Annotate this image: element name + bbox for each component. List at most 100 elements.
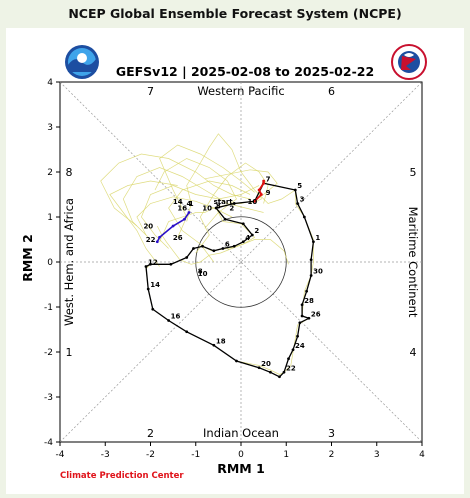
point-label: 30	[313, 268, 323, 276]
region-label-right: Maritime Continent	[406, 207, 420, 318]
recent-observed-point	[158, 235, 161, 239]
point-label: 4	[186, 200, 191, 208]
phase-number: 7	[147, 85, 154, 98]
point-label: 14	[150, 281, 160, 289]
ensemble-member-line	[159, 205, 223, 242]
y-tick-label: 3	[47, 123, 53, 133]
point-label: 16	[171, 313, 181, 321]
ensemble-mean-point	[278, 375, 281, 379]
mjo-phase-diagram: GEFSv12 | 2025-02-08 to 2025-02-22 -4 -3 -…	[20, 44, 427, 481]
ensemble-mean-point	[241, 240, 245, 244]
point-label: 3	[300, 196, 305, 204]
x-axis-label: RMM 1	[217, 461, 265, 476]
observed-point	[262, 181, 266, 185]
ensemble-mean-point	[241, 222, 245, 226]
ensemble-mean-point	[300, 314, 304, 318]
phase-number: 5	[409, 166, 416, 179]
observed-point	[259, 193, 263, 196]
recent-observed-point	[183, 217, 186, 221]
point-label: 10	[202, 205, 212, 213]
y-tick-label: 4	[47, 78, 53, 88]
ensemble-mean-point	[185, 330, 189, 334]
ensemble-mean-point	[312, 240, 315, 244]
phase-number: 6	[328, 85, 335, 98]
point-label: 8	[216, 202, 221, 210]
x-tick-label: 0	[238, 450, 244, 460]
recent-observed-point	[187, 211, 191, 214]
ensemble-mean-point	[293, 188, 297, 192]
point-label: 22	[146, 236, 156, 244]
ensemble-member-line	[156, 225, 289, 265]
point-label: 1	[315, 234, 320, 242]
y-tick-label: -1	[44, 303, 53, 313]
point-label: 20	[261, 360, 271, 368]
point-label: 18	[216, 337, 226, 345]
point-label: start	[214, 198, 234, 206]
point-label: 20	[143, 223, 153, 231]
phase-number: 1	[66, 346, 73, 359]
y-axis-label: RMM 2	[20, 234, 35, 282]
diagonal-line	[59, 81, 423, 443]
point-label: 7	[266, 175, 271, 183]
ensemble-mean-point	[296, 334, 299, 338]
ensemble-mean-point	[192, 247, 195, 250]
ensemble-mean-point	[309, 274, 313, 277]
x-tick-label: -3	[101, 450, 110, 460]
ensemble-member-line	[204, 169, 278, 204]
chart-title: GEFSv12 | 2025-02-08 to 2025-02-22	[116, 64, 374, 79]
ensemble-mean-point	[269, 370, 272, 374]
ensemble-mean-point	[201, 244, 204, 248]
point-label: 12	[148, 259, 158, 267]
recent-observed-point	[155, 240, 159, 244]
credit-text: Climate Prediction Center	[60, 471, 184, 481]
region-labels: Western Pacific Indian Ocean West. Hem. an…	[62, 84, 420, 440]
ensemble-member-line	[122, 167, 264, 240]
diagonal-line	[59, 81, 423, 443]
phase-number: 2	[147, 427, 154, 440]
observed-point	[253, 199, 256, 203]
point-label: 9	[266, 189, 271, 197]
observed-point	[257, 188, 261, 192]
ensemble-mean-point	[144, 265, 148, 268]
ensemble-member-line	[154, 158, 237, 229]
ensemble-mean-point	[257, 366, 261, 370]
point-label: 26	[311, 310, 321, 318]
forecast-series	[144, 179, 315, 379]
ensemble-member-line	[159, 144, 255, 238]
y-tick-label: 2	[47, 168, 53, 178]
region-label-bottom: Indian Ocean	[203, 426, 279, 440]
y-tick-label: -3	[44, 393, 53, 403]
ensemble-mean-line	[145, 182, 315, 378]
noaa-logo	[65, 45, 99, 79]
ensemble-mean-point	[151, 307, 155, 311]
ensemble-member-line	[100, 153, 251, 227]
x-tick-label: 4	[419, 450, 425, 460]
ensemble-mean-point	[235, 359, 238, 363]
ensemble-mean-point	[232, 202, 236, 205]
region-label-left: West. Hem. and Africa	[62, 198, 76, 326]
ensemble-member-line	[168, 180, 251, 263]
y-tick-label: -2	[44, 348, 53, 358]
point-label: 8	[198, 268, 203, 276]
ensemble-mean-point	[305, 289, 309, 293]
ensemble-mean-point	[212, 343, 216, 347]
point-label: 26	[173, 234, 183, 242]
ensemble-mean-point	[212, 249, 216, 253]
ensemble-mean-point	[185, 256, 189, 259]
ensemble-mean-point	[300, 303, 304, 307]
point-label: 2	[229, 205, 234, 213]
ensemble-mean-point	[223, 217, 227, 221]
ensemble-mean-point	[250, 233, 254, 237]
ensemble-mean-point	[287, 357, 290, 361]
phase-number: 4	[409, 346, 416, 359]
recent-observed-point	[171, 224, 175, 228]
observed-point	[262, 179, 266, 183]
point-labels: start10426816121420227910531302826242220…	[143, 175, 323, 372]
point-label: 5	[297, 182, 302, 190]
x-tick-label: -2	[146, 450, 155, 460]
nws-logo	[391, 44, 427, 80]
phase-number: 3	[328, 427, 335, 440]
point-label: 28	[304, 297, 314, 305]
